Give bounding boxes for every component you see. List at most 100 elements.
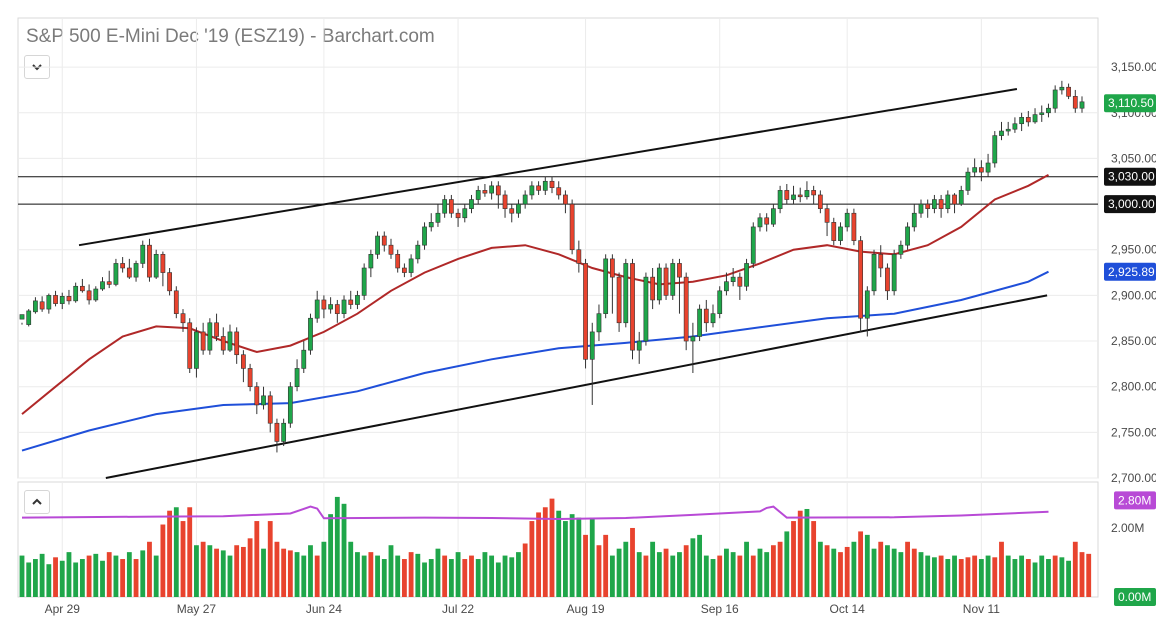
y-tick-label: 2,800.00 [1111,380,1156,394]
candle-body [33,300,38,313]
volume-bar [194,545,199,597]
volume-bar [247,538,253,597]
candle-body [952,194,957,205]
candle-body [871,254,877,292]
candle-body [261,395,266,406]
candle-body [294,368,300,387]
volume-bar [596,545,602,597]
volume-bar [106,552,112,597]
candle-body [529,185,535,196]
last-price-badge [1104,94,1156,113]
candle-body [656,267,662,301]
volume-bar [93,553,99,597]
volume-bar [864,534,870,597]
candle-body [53,295,58,304]
volume-bar [744,541,749,597]
y-tick-label: 2,850.00 [1111,334,1156,348]
volume-bar [469,555,474,597]
candle-body [596,313,602,333]
volume-bar [878,541,884,597]
candle-body [724,281,729,292]
volume-bar [489,555,495,597]
volume-bar [173,507,179,597]
volume-bar [1066,560,1071,597]
candle-body [408,258,414,273]
volume-bar [1086,553,1092,597]
chevron-down-icon [32,64,42,71]
volume-bar [791,521,796,597]
candle-body [133,263,139,278]
candle-body [918,203,924,214]
volume-bar [770,545,776,597]
y-tick-label: 2,750.00 [1111,425,1156,439]
candle-body [630,263,635,351]
volume-bar [207,545,213,597]
candle-body [428,222,434,228]
volume-bar [583,534,588,597]
candle-body [355,295,360,305]
volume-bar [616,548,622,597]
candle-body [448,199,454,214]
candle-body [563,194,568,205]
candle-body [583,263,588,360]
candle-body [160,254,166,273]
candle-body [26,310,32,325]
candle-body [247,368,253,387]
volume-bar [267,521,273,597]
candle-body [556,187,562,196]
candle-body [287,386,293,424]
candle-body [536,185,541,191]
volume-bar [281,548,287,597]
candle-body [831,222,837,241]
candle-body [972,167,978,173]
candle-body [469,199,474,209]
volume-toggle-button[interactable] [24,490,50,514]
volume-bar [314,555,320,597]
candle-body [1012,123,1018,130]
candle-body [167,272,172,292]
candle-body [522,194,528,205]
candle-body [321,299,327,310]
volume-bar [784,531,790,597]
volume-bar [603,534,609,597]
candle-body [381,235,387,246]
candle-body [140,244,146,264]
volume-bar [53,557,58,597]
candle-body [281,422,287,442]
volume-bar [1052,555,1058,597]
volume-bar [576,517,582,597]
candle-body [227,331,233,351]
volume-bar [509,557,515,597]
candle-body [194,331,199,369]
candle-body [314,299,320,319]
volume-bar [308,545,313,597]
volume-bar [522,543,528,597]
volume-bar [408,552,414,597]
candle-body [690,336,696,342]
candle-body [1032,114,1038,123]
volume-bar [549,498,555,597]
candle-body [455,212,461,219]
level-label: 3,000.00 [1108,197,1155,211]
volume-bar [1079,552,1085,597]
candle-body [542,180,548,191]
volume-bar [777,541,783,597]
volume-bar [415,553,421,597]
volume-bar [214,548,219,597]
volume-bar [536,512,541,597]
candle-body [985,162,991,173]
volume-bar [925,555,931,597]
volume-bar [670,555,676,597]
volume-bar [1072,541,1078,597]
volume-bar [428,559,434,597]
volume-bar [838,552,843,597]
level-badge [1104,195,1156,214]
volume-bar [757,548,763,597]
volume-bar [375,555,380,597]
candle-body [301,349,307,369]
sma-200-badge [1104,262,1156,281]
candle-body [308,317,313,351]
volume-bar [905,541,910,597]
volume-bar [992,557,998,597]
